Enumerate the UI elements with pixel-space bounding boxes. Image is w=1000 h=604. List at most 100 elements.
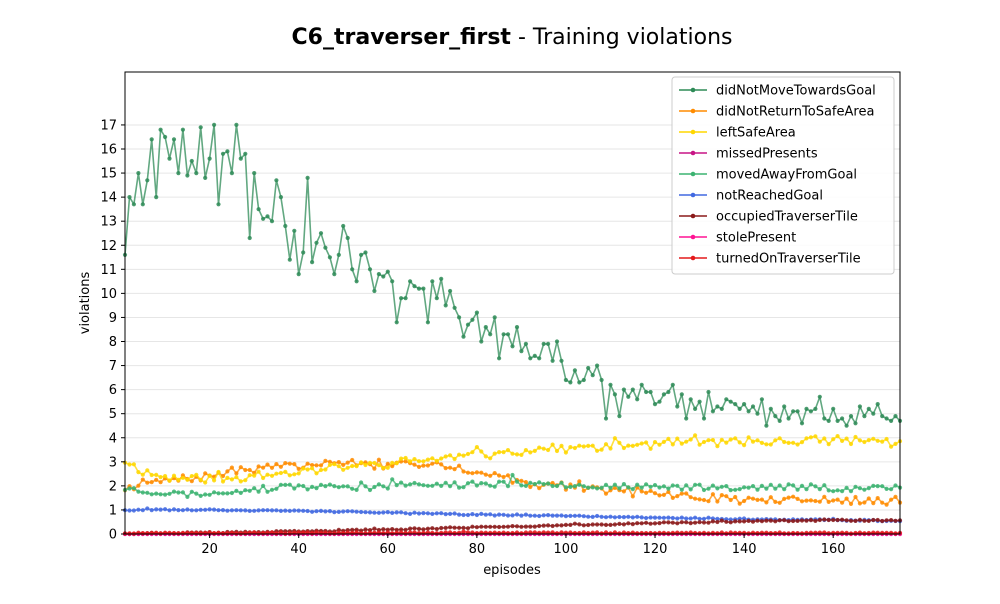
data-point xyxy=(479,511,484,516)
data-point xyxy=(296,466,301,471)
data-point xyxy=(693,496,698,501)
data-point xyxy=(350,509,355,514)
data-point xyxy=(550,530,555,535)
data-point xyxy=(261,216,266,221)
y-axis-label: violations xyxy=(78,272,93,335)
data-point xyxy=(269,473,275,478)
data-point xyxy=(826,442,831,447)
legend-item: stolePresent xyxy=(679,231,796,246)
data-point xyxy=(220,473,226,479)
data-point xyxy=(385,269,390,274)
data-point xyxy=(773,438,778,443)
data-point xyxy=(430,511,435,516)
data-point xyxy=(274,462,279,467)
data-point xyxy=(301,508,306,513)
data-point xyxy=(586,522,591,528)
data-point xyxy=(296,483,301,488)
data-point xyxy=(412,462,417,467)
data-point xyxy=(457,463,462,468)
data-point xyxy=(666,436,671,441)
data-point xyxy=(617,521,622,527)
data-point xyxy=(831,489,836,494)
data-point xyxy=(719,484,724,489)
data-point xyxy=(733,402,738,407)
data-point xyxy=(341,484,346,489)
data-point xyxy=(706,520,711,525)
data-point xyxy=(661,520,667,525)
data-point xyxy=(505,332,511,337)
data-point xyxy=(844,436,849,441)
data-point xyxy=(399,480,404,485)
data-point xyxy=(434,531,439,536)
data-point xyxy=(710,492,716,497)
data-point xyxy=(296,272,301,277)
data-point xyxy=(247,488,252,493)
legend-swatch-marker xyxy=(690,87,696,93)
data-point xyxy=(755,531,760,536)
data-point xyxy=(238,479,243,484)
data-point xyxy=(488,456,493,461)
data-point xyxy=(318,482,324,487)
data-point xyxy=(724,484,729,489)
data-point xyxy=(746,485,751,490)
data-point xyxy=(626,521,631,526)
data-point xyxy=(252,473,257,478)
data-point xyxy=(528,484,533,490)
data-point xyxy=(203,507,208,512)
data-point xyxy=(171,473,177,478)
data-point xyxy=(675,483,680,488)
data-point xyxy=(336,252,341,257)
legend-item: didNotReturnToSafeArea xyxy=(679,105,874,120)
data-point xyxy=(345,484,350,489)
data-point xyxy=(742,485,747,490)
data-point xyxy=(697,399,702,404)
data-point xyxy=(719,518,724,523)
x-tick-label: 140 xyxy=(732,542,757,557)
data-point xyxy=(229,477,234,482)
data-point xyxy=(791,483,796,488)
data-point xyxy=(848,489,854,494)
data-point xyxy=(880,439,885,444)
data-point xyxy=(412,526,417,531)
data-point xyxy=(733,436,738,441)
data-point xyxy=(581,530,586,535)
data-point xyxy=(425,483,430,488)
data-point xyxy=(385,461,390,466)
data-point xyxy=(180,475,185,480)
data-point xyxy=(474,310,479,315)
data-point xyxy=(813,484,818,489)
data-point xyxy=(354,509,359,514)
data-point xyxy=(853,484,858,489)
data-point xyxy=(443,511,448,517)
data-point xyxy=(559,358,564,363)
data-point xyxy=(145,178,150,183)
data-point xyxy=(581,488,586,493)
y-tick-label: 10 xyxy=(100,287,117,302)
data-point xyxy=(488,524,493,529)
data-point xyxy=(274,471,279,476)
data-point xyxy=(519,349,524,354)
data-point xyxy=(408,482,413,487)
data-point xyxy=(519,452,524,457)
data-point xyxy=(715,444,720,449)
data-point xyxy=(728,497,733,503)
data-point xyxy=(448,484,453,489)
data-point xyxy=(492,524,497,529)
data-point xyxy=(635,482,640,487)
plot-area-frame xyxy=(124,71,901,535)
data-point xyxy=(804,498,809,503)
data-point xyxy=(635,514,640,519)
data-point xyxy=(581,514,586,519)
data-point xyxy=(185,494,190,499)
data-point xyxy=(220,491,226,496)
data-point xyxy=(261,465,266,470)
data-point xyxy=(425,457,430,462)
data-point xyxy=(443,530,448,535)
data-point xyxy=(626,394,631,399)
data-point xyxy=(822,483,827,488)
data-point xyxy=(314,463,319,468)
data-point xyxy=(220,508,226,513)
data-point xyxy=(461,529,466,534)
data-point xyxy=(581,377,586,383)
